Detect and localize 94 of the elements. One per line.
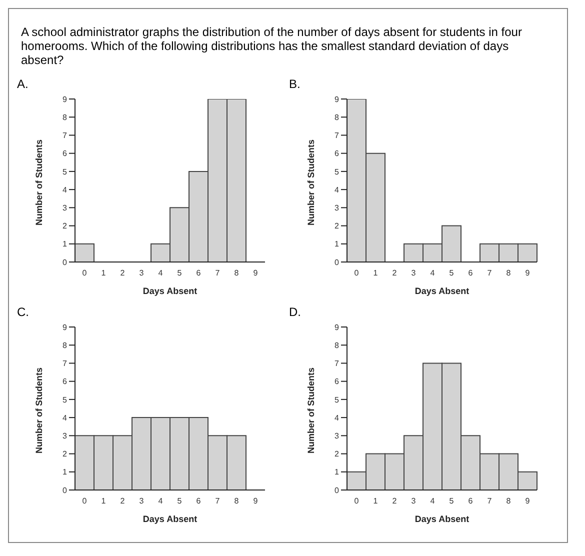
y-tick-label: 4	[62, 413, 68, 422]
x-tick-label: 0	[82, 496, 88, 506]
y-axis-title: Number of Students	[306, 367, 316, 454]
x-tick-label: 3	[411, 268, 416, 278]
x-tick-label: 1	[373, 268, 378, 278]
y-tick-label: 3	[334, 432, 340, 441]
x-tick-label: 0	[354, 268, 360, 278]
y-tick-label: 1	[334, 240, 340, 249]
y-tick-label: 5	[62, 167, 68, 176]
y-tick-label: 9	[62, 322, 68, 332]
x-axis-title: Days Absent	[414, 514, 470, 524]
y-axis-title: Number of Students	[306, 139, 316, 226]
x-tick-label: 7	[487, 496, 492, 506]
x-tick-label: 4	[430, 268, 436, 278]
x-tick-label: 7	[215, 268, 220, 278]
y-tick-label: 7	[334, 359, 340, 368]
text: A school administrator graphs the distribution of the number of days absent for students in four homerooms. Which of the following distributions has the smallest standard deviation of days absent?	[20, 24, 523, 69]
x-axis-title: Days Absent	[414, 286, 470, 296]
x-tick-label: 4	[158, 496, 164, 506]
x-tick-label: 5	[449, 268, 454, 278]
y-tick-label: 3	[62, 204, 68, 213]
chart-title: A.	[17, 77, 30, 91]
x-tick-label: 1	[101, 268, 106, 278]
y-tick-label: 4	[334, 185, 340, 194]
y-tick-label: 3	[334, 204, 340, 213]
bar	[74, 243, 94, 262]
x-tick-label: 9	[253, 496, 258, 506]
x-tick-label: 2	[120, 268, 126, 278]
x-tick-label: 2	[392, 268, 398, 278]
x-tick-label: 6	[468, 268, 474, 278]
x-tick-label: 0	[354, 496, 360, 506]
y-tick-label: 1	[62, 468, 68, 477]
y-axis-title: Number of Students	[34, 367, 44, 454]
x-tick-label: 6	[196, 496, 202, 506]
chart-title: D.	[289, 305, 302, 319]
y-tick-label: 0	[334, 258, 340, 267]
x-tick-label: 8	[234, 496, 240, 506]
y-tick-label: 2	[334, 450, 340, 459]
x-tick-label: 9	[525, 268, 530, 278]
x-tick-label: 4	[430, 496, 436, 506]
y-tick-label: 4	[62, 185, 68, 194]
y-tick-label: 2	[62, 450, 68, 459]
chart-title: B.	[289, 77, 302, 91]
x-tick-label: 3	[139, 268, 144, 278]
y-tick-label: 5	[334, 167, 340, 176]
x-tick-label: 8	[506, 268, 512, 278]
y-tick-label: 8	[62, 112, 68, 122]
x-tick-label: 8	[234, 268, 240, 278]
y-tick-label: 7	[334, 131, 340, 140]
x-tick-label: 0	[82, 268, 88, 278]
x-tick-label: 5	[449, 496, 454, 506]
x-tick-label: 4	[158, 268, 164, 278]
y-tick-label: 7	[62, 359, 68, 368]
y-tick-label: 9	[62, 94, 68, 104]
x-tick-label: 2	[392, 496, 398, 506]
y-tick-label: 8	[334, 340, 340, 350]
x-tick-label: 9	[253, 268, 258, 278]
x-tick-label: 3	[411, 496, 416, 506]
y-tick-label: 0	[62, 486, 68, 495]
y-tick-label: 8	[62, 340, 68, 350]
x-tick-label: 2	[120, 496, 126, 506]
x-tick-label: 7	[487, 268, 492, 278]
y-tick-label: 6	[62, 377, 68, 386]
x-axis-title: Days Absent	[142, 286, 198, 296]
y-tick-label: 2	[62, 222, 68, 231]
x-tick-label: 8	[506, 496, 512, 506]
y-tick-label: 6	[334, 149, 340, 158]
y-tick-label: 6	[62, 149, 68, 158]
chart-title: C.	[17, 305, 30, 319]
y-tick-label: 6	[334, 377, 340, 386]
y-tick-label: 5	[62, 395, 68, 404]
x-tick-label: 5	[177, 496, 182, 506]
x-axis-title: Days Absent	[142, 514, 198, 524]
y-tick-label: 5	[334, 395, 340, 404]
x-tick-label: 5	[177, 268, 182, 278]
y-tick-label: 0	[62, 258, 68, 267]
x-tick-label: 6	[468, 496, 474, 506]
y-tick-label: 4	[334, 413, 340, 422]
y-tick-label: 2	[334, 222, 340, 231]
y-tick-label: 8	[334, 112, 340, 122]
y-axis-title: Number of Students	[34, 139, 44, 226]
y-tick-label: 9	[334, 94, 340, 104]
x-tick-label: 9	[525, 496, 530, 506]
x-tick-label: 6	[196, 268, 202, 278]
y-tick-label: 0	[334, 486, 340, 495]
y-tick-label: 9	[334, 322, 340, 332]
y-tick-label: 1	[334, 468, 340, 477]
y-tick-label: 1	[62, 240, 68, 249]
x-tick-label: 3	[139, 496, 144, 506]
x-tick-label: 1	[101, 496, 106, 506]
y-tick-label: 7	[62, 131, 68, 140]
x-tick-label: 1	[373, 496, 378, 506]
x-tick-label: 7	[215, 496, 220, 506]
y-tick-label: 3	[62, 432, 68, 441]
